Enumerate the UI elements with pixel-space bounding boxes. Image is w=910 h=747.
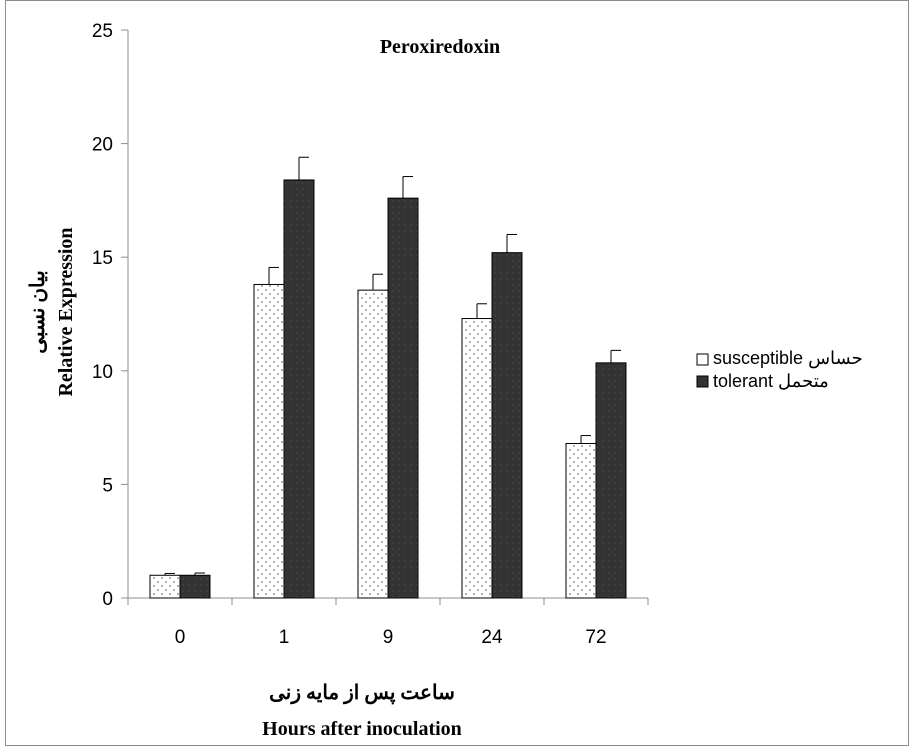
y-tick-label: 0	[102, 589, 113, 610]
y-axis-label-fa: بیان نسبی	[27, 270, 49, 354]
y-tick-label: 15	[92, 248, 113, 269]
legend-swatch-tolerant	[696, 375, 709, 388]
chart-title: Peroxiredoxin	[380, 36, 500, 58]
bar-tolerant	[595, 362, 627, 599]
y-axis: 0 5 10 15 20 25	[92, 21, 129, 610]
legend-label-susceptible: susceptible حساس	[713, 348, 863, 369]
x-tick-label: 1	[279, 627, 290, 648]
y-tick-label: 10	[92, 362, 113, 383]
bar-tolerant	[283, 179, 315, 599]
x-axis-label-en: Hours after inoculation	[262, 718, 462, 740]
bar-susceptible	[357, 289, 389, 599]
legend-label-tolerant: tolerant متحمل	[713, 371, 829, 391]
x-tick-label: 0	[175, 627, 186, 648]
legend-swatch-susceptible	[696, 353, 709, 366]
bar-susceptible	[253, 283, 285, 599]
bars	[149, 156, 627, 599]
bar-tolerant	[491, 252, 523, 599]
x-axis-label-fa: ساعت پس از مایه زنی	[269, 682, 455, 705]
bar-tolerant	[387, 197, 419, 599]
x-axis: 0 1 9 24 72	[127, 597, 649, 648]
chart-border	[5, 0, 909, 746]
x-tick-label: 72	[585, 627, 606, 648]
bar-susceptible	[461, 318, 493, 599]
bar-tolerant	[179, 574, 211, 599]
y-axis-label-en: Relative Expression	[55, 227, 77, 396]
bar-susceptible	[565, 443, 597, 599]
y-tick-label: 20	[92, 135, 113, 156]
bar-susceptible	[149, 574, 181, 599]
x-tick-label: 9	[383, 627, 394, 648]
x-tick-label: 24	[481, 627, 503, 648]
y-tick-label: 5	[102, 475, 113, 496]
y-tick-label: 25	[92, 21, 113, 42]
legend: susceptible حساس tolerant متحمل	[696, 348, 863, 391]
